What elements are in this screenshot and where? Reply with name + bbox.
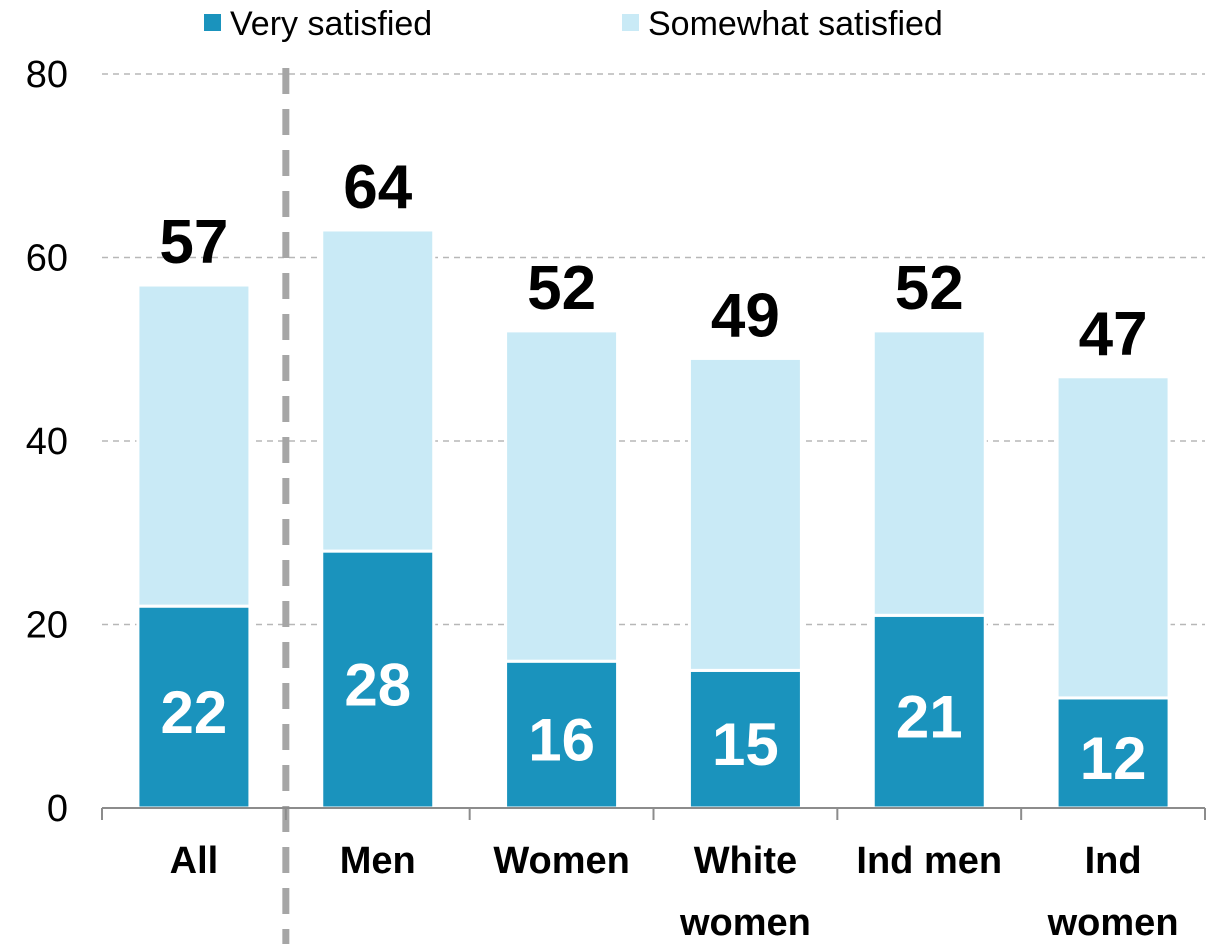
x-category-label: women xyxy=(679,902,811,944)
bar-somewhat-satisfied xyxy=(1055,375,1171,700)
very-satisfied-value-label: 16 xyxy=(528,707,595,774)
bar-somewhat-satisfied xyxy=(136,283,252,608)
x-axis: All Men Women White women Ind men Ind women xyxy=(101,807,1206,944)
total-value-label: 64 xyxy=(343,153,412,222)
bars xyxy=(136,228,1171,810)
very-satisfied-value-label: 21 xyxy=(896,684,963,751)
bar-very-satisfied xyxy=(687,668,803,810)
bar-somewhat-satisfied xyxy=(320,228,436,553)
bar-somewhat-satisfied xyxy=(504,329,620,663)
bar-somewhat-satisfied xyxy=(687,356,803,672)
very-satisfied-value-label: 12 xyxy=(1080,725,1147,792)
x-category-label: women xyxy=(1047,902,1179,944)
x-category-label: White xyxy=(694,840,797,882)
y-tick-label: 80 xyxy=(26,54,68,96)
very-satisfied-value-label: 28 xyxy=(344,652,411,719)
bar-very-satisfied xyxy=(136,604,252,810)
total-value-label: 52 xyxy=(527,254,596,323)
total-value-label: 49 xyxy=(711,281,780,350)
legend-label-1: Very satisfied xyxy=(230,5,432,43)
total-value-label: 47 xyxy=(1079,300,1148,369)
bar-very-satisfied xyxy=(1055,696,1171,810)
legend-swatch-1 xyxy=(204,14,221,31)
y-tick-label: 20 xyxy=(26,605,68,647)
x-category-label: Ind men xyxy=(856,840,1002,882)
data-labels: 57 22 64 28 52 16 49 15 52 21 47 12 xyxy=(159,153,1147,792)
gridlines xyxy=(102,73,1205,626)
very-satisfied-value-label: 22 xyxy=(161,679,228,746)
x-category-label: Ind xyxy=(1085,840,1142,882)
total-value-label: 52 xyxy=(895,254,964,323)
legend-swatch-2 xyxy=(622,14,639,31)
y-axis: 0 20 40 60 80 xyxy=(26,54,68,830)
x-category-label: All xyxy=(170,840,219,882)
x-category-label: Women xyxy=(493,840,630,882)
legend: Very satisfied Somewhat satisfied xyxy=(204,5,943,43)
legend-label-2: Somewhat satisfied xyxy=(648,5,943,43)
x-category-label: Men xyxy=(340,840,416,882)
y-tick-label: 40 xyxy=(26,421,68,463)
bar-somewhat-satisfied xyxy=(871,329,987,617)
very-satisfied-value-label: 15 xyxy=(712,711,779,778)
total-value-label: 57 xyxy=(159,208,228,277)
y-tick-label: 0 xyxy=(47,788,68,830)
bar-very-satisfied xyxy=(504,659,620,810)
y-tick-label: 60 xyxy=(26,238,68,280)
